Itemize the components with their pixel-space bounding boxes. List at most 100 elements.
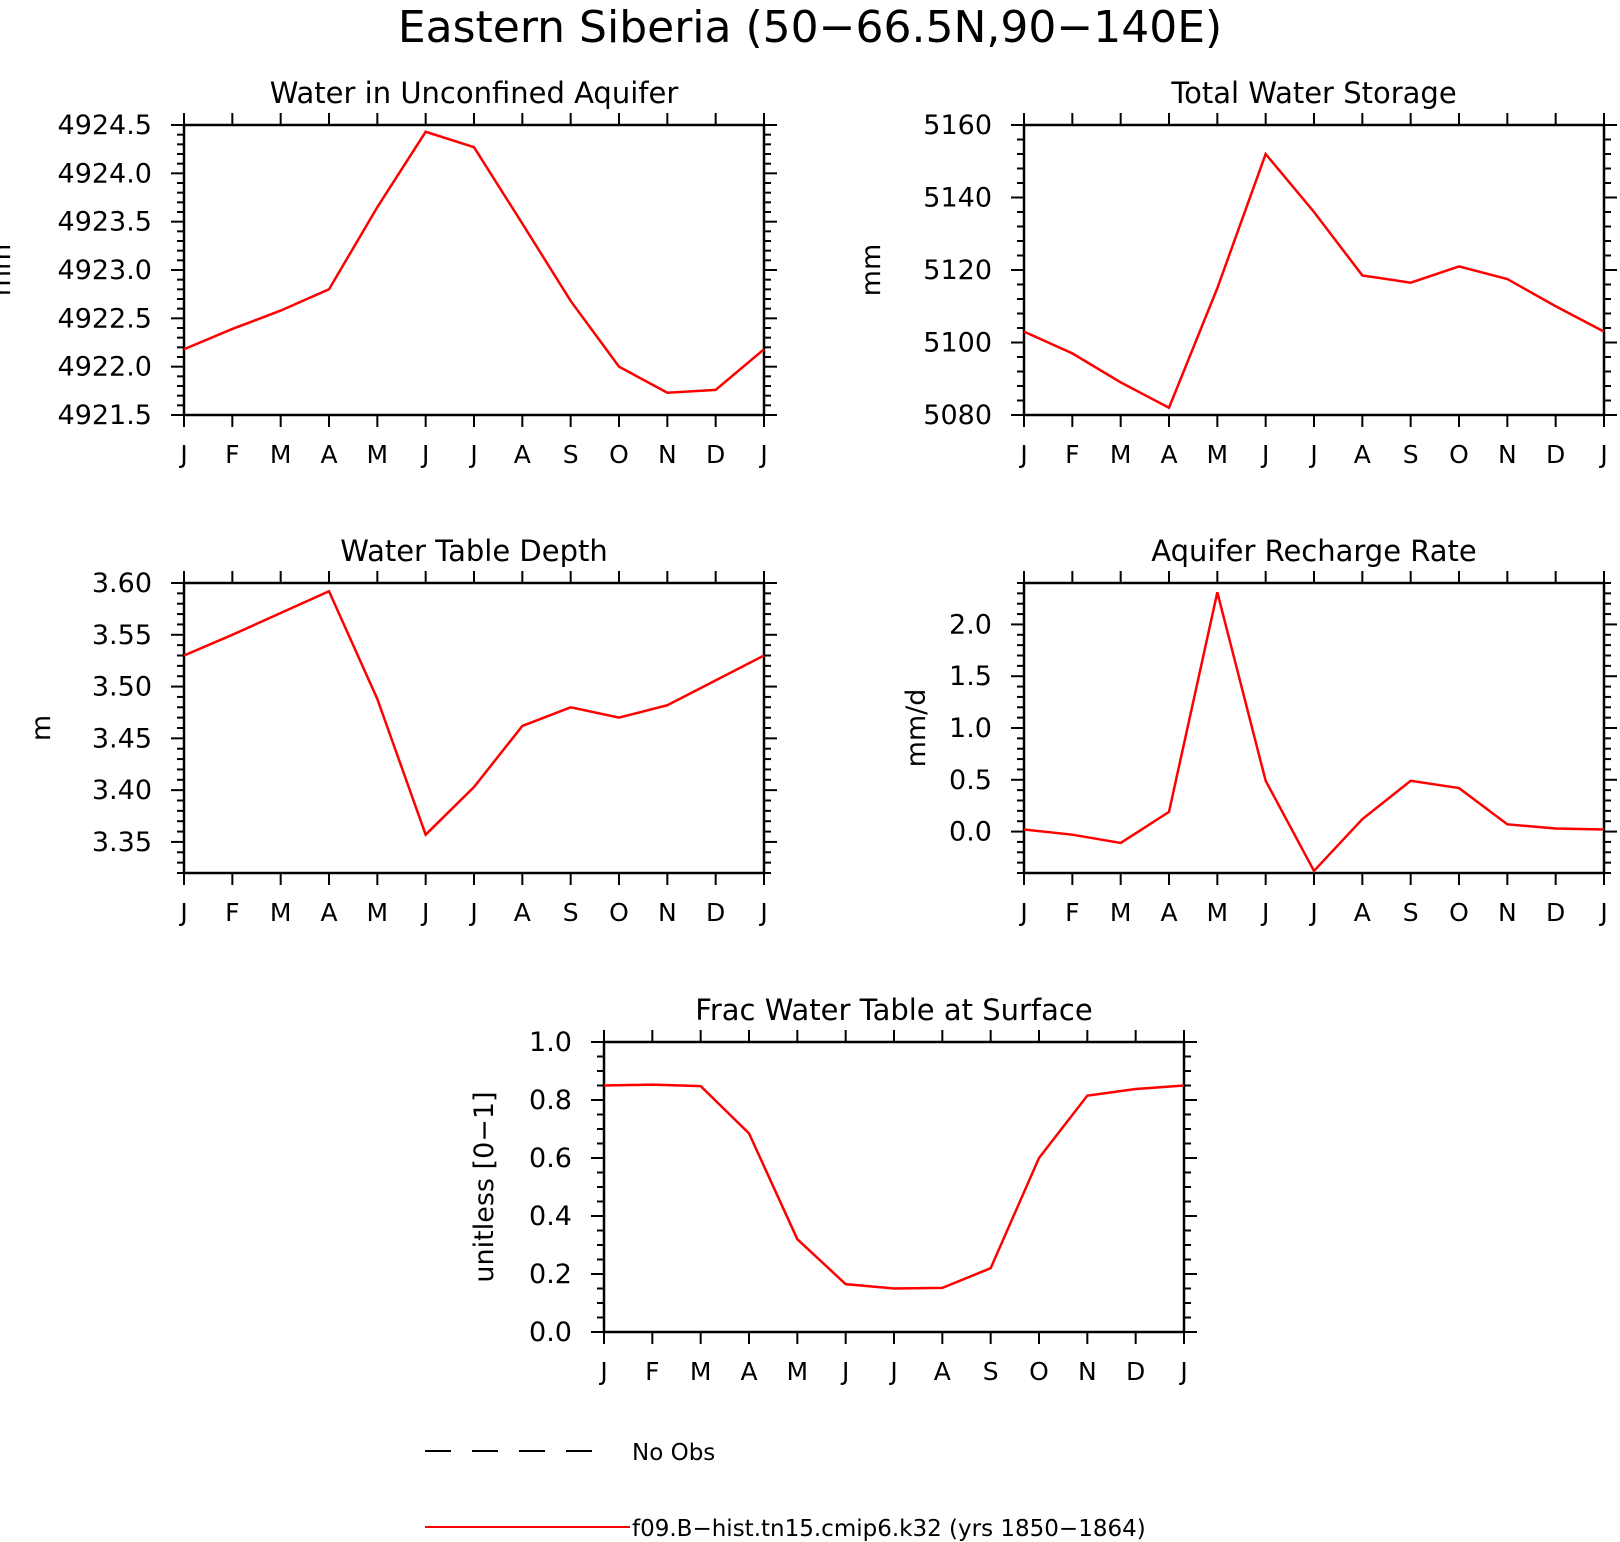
- y-tick-label: 3.60: [92, 568, 152, 599]
- legend: No Obs f09.B−hist.tn15.cmip6.k32 (yrs 18…: [425, 1440, 1146, 1542]
- chart-panels: J F M A M J J A S O N D J4921.54922.04922.54923.0492…: [0, 76, 1617, 1386]
- x-tick-label: A: [1354, 440, 1371, 469]
- y-tick-label: 0.0: [529, 1317, 572, 1348]
- x-tick-label: F: [1065, 440, 1079, 469]
- legend-label-obs: No Obs: [632, 1440, 715, 1466]
- y-tick-label: 4923.5: [58, 207, 152, 238]
- x-tick-label: A: [514, 440, 531, 469]
- x-tick-label: S: [563, 440, 579, 469]
- y-tick-label: 3.50: [92, 672, 152, 703]
- x-tick-label: O: [609, 898, 629, 927]
- x-tick-label: F: [1065, 898, 1079, 927]
- x-tick-label: M: [1110, 440, 1132, 469]
- x-tick-label: M: [1207, 440, 1229, 469]
- x-tick-label: O: [609, 440, 629, 469]
- x-tick-label: F: [645, 1357, 659, 1386]
- y-tick-label: 0.2: [529, 1259, 572, 1290]
- x-tick-label: J: [598, 1357, 607, 1386]
- x-tick-label: J: [178, 440, 187, 469]
- x-tick-label: S: [1403, 898, 1419, 927]
- y-tick-label: 3.55: [92, 620, 152, 651]
- x-tick-label: D: [1126, 1357, 1145, 1386]
- y-tick-label: 1.0: [949, 713, 992, 744]
- x-tick-label: N: [1498, 898, 1517, 927]
- x-tick-label: M: [1110, 898, 1132, 927]
- x-tick-label: J: [758, 898, 767, 927]
- panel-title: Water Table Depth: [340, 534, 608, 568]
- x-tick-label: J: [1598, 898, 1607, 927]
- axis-ticks: [1011, 571, 1617, 885]
- x-tick-label: M: [270, 440, 292, 469]
- y-axis-label: mm: [0, 244, 17, 297]
- x-tick-label: A: [320, 898, 337, 927]
- panel-title: Water in Unconfined Aquifer: [270, 76, 679, 110]
- x-tick-label: M: [367, 898, 389, 927]
- x-tick-label: A: [320, 440, 337, 469]
- figure-title: Eastern Siberia (50−66.5N,90−140E): [398, 2, 1222, 53]
- x-tick-label: N: [1078, 1357, 1097, 1386]
- y-tick-label: 1.5: [949, 661, 992, 692]
- x-tick-label: O: [1449, 898, 1469, 927]
- x-tick-label: F: [225, 440, 239, 469]
- y-tick-label: 5080: [923, 400, 992, 431]
- x-tick-label: A: [1160, 898, 1177, 927]
- x-tick-label: S: [1403, 440, 1419, 469]
- x-tick-label: N: [658, 440, 677, 469]
- y-axis-label: m: [26, 715, 57, 741]
- x-tick-label: J: [1308, 898, 1317, 927]
- x-tick-label: D: [1546, 898, 1565, 927]
- y-tick-label: 5160: [923, 110, 992, 141]
- x-tick-label: S: [563, 898, 579, 927]
- x-tick-label: J: [468, 440, 477, 469]
- x-tick-label: J: [1018, 898, 1027, 927]
- x-tick-label: M: [787, 1357, 809, 1386]
- x-tick-label: J: [468, 898, 477, 927]
- x-tick-label: N: [1498, 440, 1517, 469]
- x-tick-label: D: [1546, 440, 1565, 469]
- y-tick-label: 4922.5: [58, 303, 152, 334]
- axis-ticks: [171, 113, 777, 427]
- axis-ticks: [1011, 113, 1617, 427]
- x-tick-label: A: [934, 1357, 951, 1386]
- y-tick-label: 3.35: [92, 827, 152, 858]
- x-tick-label: J: [1260, 440, 1269, 469]
- x-tick-label: A: [1354, 898, 1371, 927]
- x-tick-label: A: [514, 898, 531, 927]
- x-tick-label: N: [658, 898, 677, 927]
- x-tick-label: J: [1308, 440, 1317, 469]
- x-tick-label: O: [1449, 440, 1469, 469]
- x-tick-label: J: [840, 1357, 849, 1386]
- y-tick-label: 3.45: [92, 723, 152, 754]
- y-tick-label: 0.0: [949, 817, 992, 848]
- x-tick-label: M: [690, 1357, 712, 1386]
- x-tick-label: J: [1018, 440, 1027, 469]
- x-tick-label: J: [758, 440, 767, 469]
- x-tick-label: S: [983, 1357, 999, 1386]
- axis-ticks: [171, 571, 777, 885]
- x-tick-label: F: [225, 898, 239, 927]
- y-tick-label: 4922.0: [58, 352, 152, 383]
- panel-title: Total Water Storage: [1170, 76, 1456, 110]
- y-tick-label: 4924.5: [58, 110, 152, 141]
- y-axis-label: unitless [0−1]: [469, 1091, 500, 1282]
- y-tick-label: 5140: [923, 183, 992, 214]
- y-tick-label: 1.0: [529, 1027, 572, 1058]
- y-tick-label: 4921.5: [58, 400, 152, 431]
- x-tick-label: M: [270, 898, 292, 927]
- x-tick-label: D: [706, 898, 725, 927]
- chart-panel-1: J F M A M J J A S O N D J4921.54922.04922.54923.0492…: [0, 76, 777, 469]
- legend-item-model: f09.B−hist.tn15.cmip6.k32 (yrs 1850−1864…: [425, 1516, 1146, 1542]
- x-tick-label: O: [1029, 1357, 1049, 1386]
- x-tick-label: D: [706, 440, 725, 469]
- x-tick-label: M: [1207, 898, 1229, 927]
- x-tick-label: M: [367, 440, 389, 469]
- y-tick-label: 0.4: [529, 1201, 572, 1232]
- y-tick-label: 2.0: [949, 609, 992, 640]
- axis-ticks: [591, 1030, 1197, 1344]
- y-tick-label: 5100: [923, 328, 992, 359]
- y-tick-label: 0.6: [529, 1143, 572, 1174]
